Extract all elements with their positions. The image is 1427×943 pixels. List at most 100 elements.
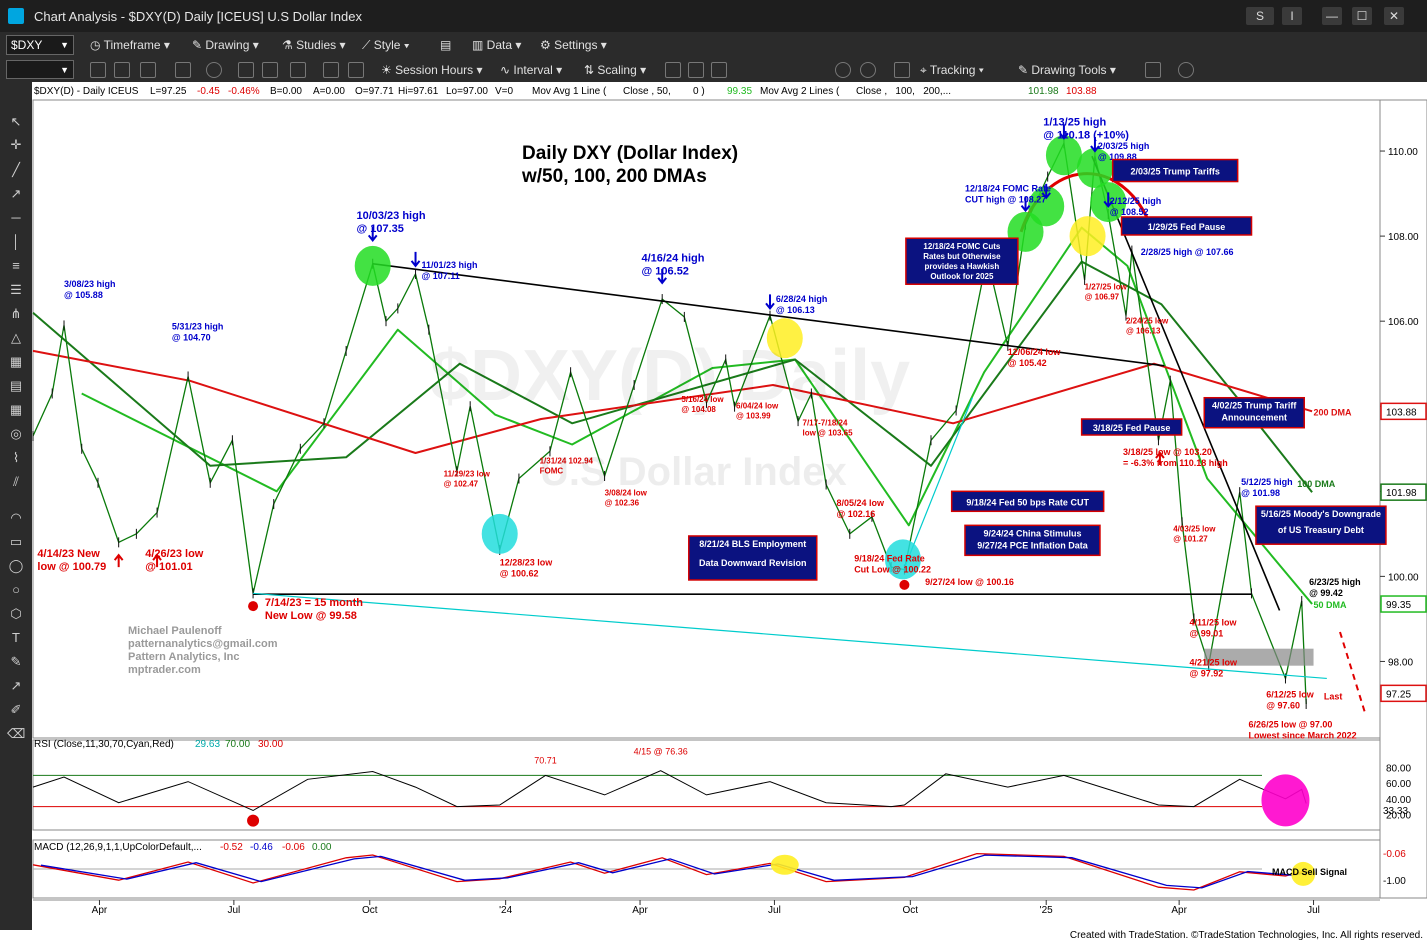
- arrow-icon[interactable]: ↗: [10, 678, 22, 693]
- minimize-icon[interactable]: —: [1322, 7, 1342, 25]
- grid-icon[interactable]: ▦: [9, 402, 23, 417]
- bars-icon[interactable]: ▦: [9, 354, 23, 369]
- close-icon[interactable]: ✕: [1384, 7, 1404, 25]
- pencil-icon[interactable]: ✎: [10, 654, 22, 669]
- annotation-text: @ 106.97: [1085, 292, 1120, 301]
- print-icon[interactable]: [290, 62, 306, 78]
- window-icon[interactable]: [140, 62, 156, 78]
- ellipse-filled-icon[interactable]: ○: [12, 582, 20, 597]
- crosshair-icon[interactable]: ✛: [10, 137, 22, 152]
- data-menu[interactable]: ▥ Data ▾: [472, 38, 522, 52]
- gann-icon[interactable]: ◎: [10, 426, 22, 441]
- settings-menu[interactable]: ⚙ Settings ▾: [540, 38, 607, 52]
- event-box: [950, 490, 1105, 513]
- timeframe-menu[interactable]: ◷ Timeframe ▾: [90, 38, 170, 52]
- cycle-icon[interactable]: [206, 62, 222, 78]
- x-tick-label: '25: [1040, 905, 1053, 916]
- chat-icon[interactable]: [1178, 62, 1194, 78]
- edit-icon[interactable]: [262, 62, 278, 78]
- export-icon[interactable]: [1145, 62, 1161, 78]
- annotation-text: 2/24/25 low: [1126, 316, 1169, 325]
- drawing-tools-menu[interactable]: ✎ Drawing Tools ▾: [1018, 63, 1116, 77]
- event-box: [964, 524, 1101, 557]
- annotation-text: @ 107.35: [356, 223, 403, 235]
- pitchfork-icon[interactable]: ⋔: [10, 306, 22, 321]
- drawing-menu[interactable]: ✎ Drawing ▾: [192, 38, 259, 52]
- down-arrow-icon: [410, 251, 421, 268]
- down-arrow-icon: [657, 268, 667, 285]
- macd-label: MACD (12,26,9,1,1,UpColorDefault,...: [34, 842, 202, 853]
- studies-menu[interactable]: ⚗ Studies ▾: [282, 38, 346, 52]
- refresh-icon[interactable]: [114, 62, 130, 78]
- annotation-text: @ 106.13: [776, 305, 815, 315]
- pencil-icon[interactable]: [175, 62, 191, 78]
- header-open: O=97.71: [355, 86, 394, 97]
- event-box-text: 9/24/24 China Stimulus: [983, 528, 1081, 538]
- channel-icon[interactable]: ≡: [12, 258, 20, 273]
- annotation-text: @ 99.42: [1309, 588, 1343, 598]
- rectangle-icon[interactable]: ▭: [9, 534, 23, 549]
- candle-style-icon[interactable]: [688, 62, 704, 78]
- speed-lines-icon[interactable]: ⫽: [13, 474, 19, 489]
- link-icon[interactable]: [90, 62, 106, 78]
- fibonacci-icon[interactable]: ☰: [10, 282, 22, 297]
- annotation-text: @ 101.27: [1173, 535, 1208, 544]
- ray-icon[interactable]: ↗: [10, 186, 22, 201]
- session-hours-menu[interactable]: ☀ Session Hours ▾: [381, 63, 483, 77]
- rsi-y-tick: 60.00: [1386, 779, 1411, 790]
- interval-menu[interactable]: ∿ Interval ▾: [500, 63, 563, 77]
- vertical-line-icon[interactable]: │: [11, 234, 21, 249]
- grid-icon[interactable]: [894, 62, 910, 78]
- pointer-icon[interactable]: ↖: [10, 114, 22, 129]
- cycle-icon[interactable]: ⌇: [12, 450, 20, 465]
- eraser-icon[interactable]: ⌫: [7, 726, 26, 741]
- text-icon[interactable]: T: [12, 630, 20, 645]
- header-change: -0.45: [197, 86, 220, 97]
- style-menu[interactable]: ⟋ Style ▾: [362, 38, 410, 52]
- price-label: 103.88: [1386, 407, 1417, 418]
- annotation-text: 12/06/24 low: [1008, 347, 1062, 357]
- bar-style-icon[interactable]: [665, 62, 681, 78]
- chart-subtitle: w/50, 100, 200 DMAs: [521, 166, 707, 187]
- zoom-out-icon[interactable]: [860, 62, 876, 78]
- up-arrow-icon: [1155, 451, 1165, 466]
- flask-icon: ⚗: [282, 38, 297, 52]
- maximize-icon[interactable]: ☐: [1352, 7, 1372, 25]
- rsi-current-label: 33.33: [1383, 806, 1408, 817]
- scaling-menu[interactable]: ⇅ Scaling ▾: [584, 63, 647, 77]
- header-pct: -0.46%: [228, 86, 260, 97]
- image-icon[interactable]: [238, 62, 254, 78]
- signature-email: patternanalytics@gmail.com: [128, 638, 278, 650]
- tracking-menu[interactable]: ⌖ Tracking ▾: [920, 63, 984, 77]
- low-marker-icon: [248, 601, 259, 612]
- symbol-input[interactable]: $DXY ▼: [6, 35, 74, 55]
- down-arrow-icon: [1041, 183, 1051, 200]
- symbol-link-button[interactable]: S: [1246, 7, 1274, 25]
- chevron-down-icon: ▼: [60, 40, 69, 50]
- macd-v2: -0.46: [250, 842, 273, 853]
- price-label-box: [1380, 595, 1427, 613]
- ruler-icon[interactable]: [323, 62, 339, 78]
- chart-svg: 110.00108.00106.00104.00102.00100.0098.0…: [32, 86, 1427, 916]
- brush-icon[interactable]: ✐: [10, 702, 22, 717]
- table-icon[interactable]: ▤: [9, 378, 23, 393]
- down-arrow-icon: [1020, 196, 1031, 213]
- annotation-text: @ 104.70: [172, 333, 211, 343]
- annotation-text: @ 103.99: [736, 411, 771, 420]
- arc-icon[interactable]: ◠: [10, 510, 22, 525]
- annotation-text: @ 101.98: [1241, 488, 1280, 498]
- horizontal-line-icon[interactable]: ─: [11, 210, 21, 225]
- triangle-icon[interactable]: △: [11, 330, 21, 345]
- interval-select[interactable]: ▼: [6, 60, 74, 79]
- header-last: L=97.25: [150, 86, 187, 97]
- price-label: 101.98: [1386, 488, 1417, 499]
- trendline-icon[interactable]: ╱: [12, 162, 20, 177]
- polygon-icon[interactable]: ⬡: [10, 606, 22, 621]
- layout-icon[interactable]: ▤: [440, 38, 452, 52]
- dollar-icon[interactable]: [348, 62, 364, 78]
- ellipse-icon[interactable]: ◯: [8, 558, 24, 573]
- candle-hollow-icon[interactable]: [711, 62, 727, 78]
- zoom-in-icon[interactable]: [835, 62, 851, 78]
- info-button[interactable]: I: [1282, 7, 1302, 25]
- annotation-text: 4/21/25 low: [1189, 658, 1238, 668]
